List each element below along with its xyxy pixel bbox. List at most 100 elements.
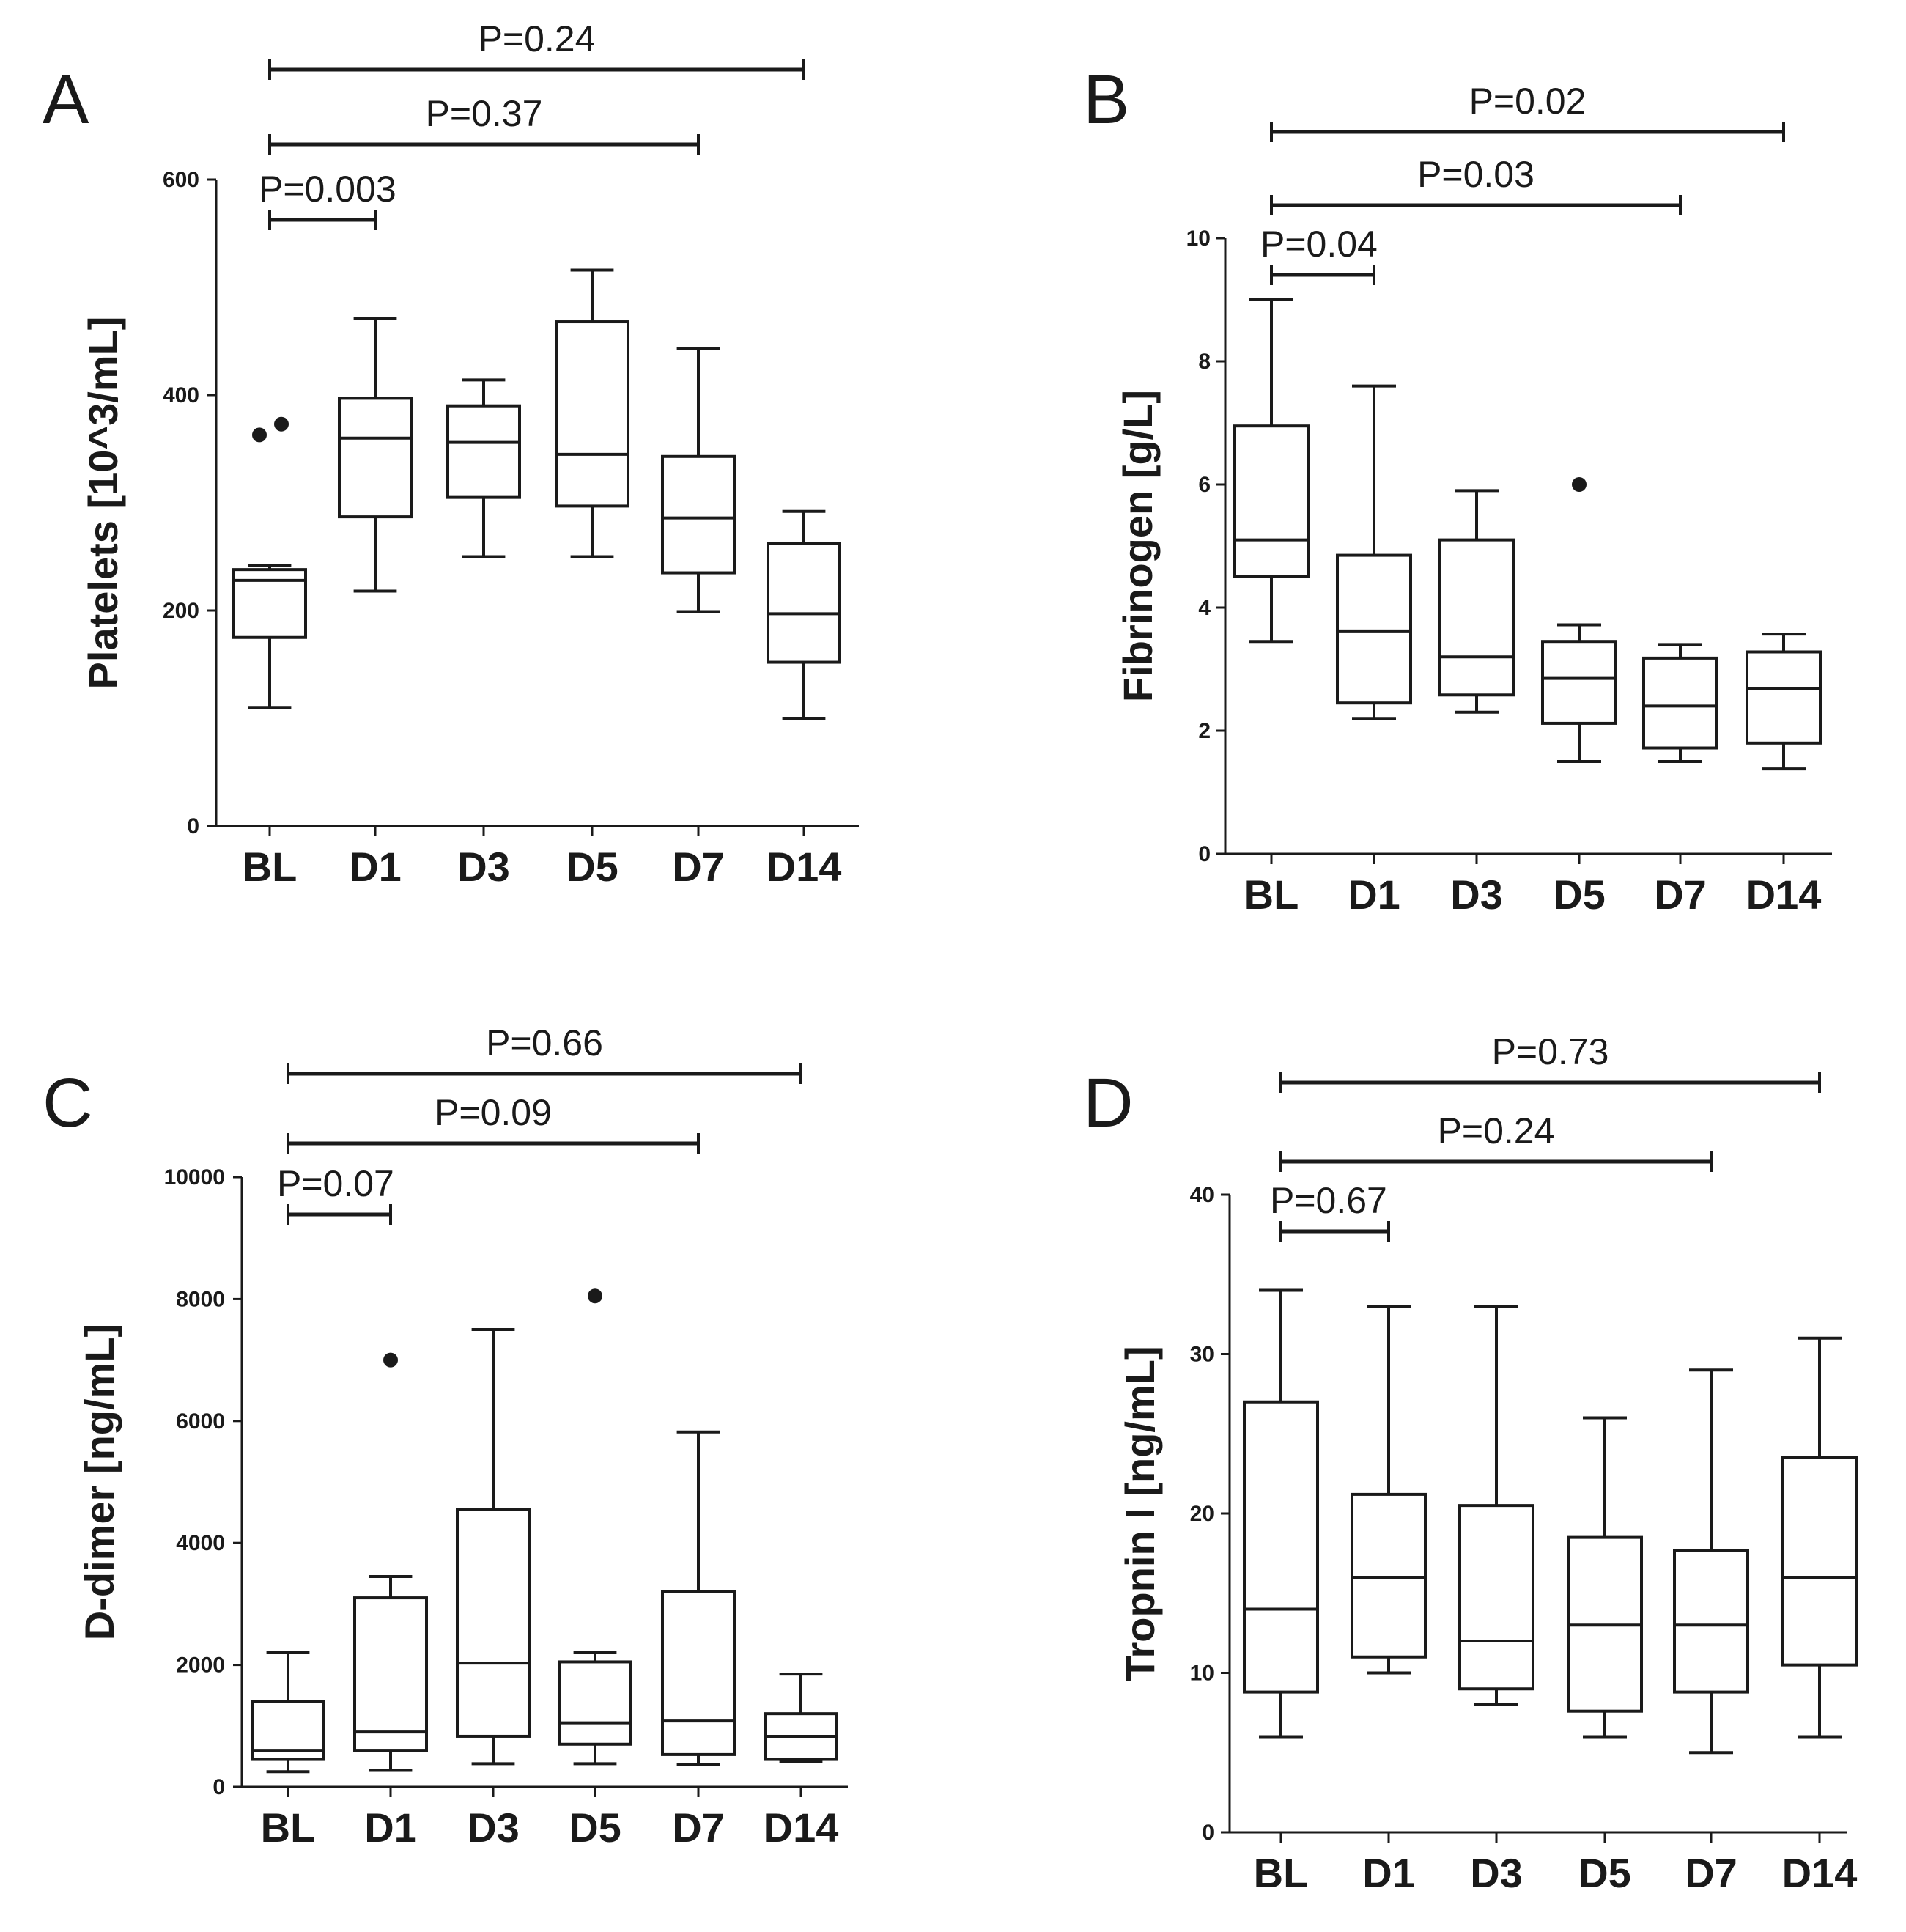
comparison-bl-d7: P=0.09 (287, 1092, 700, 1154)
box-iqr (1458, 1504, 1534, 1691)
x-tick-label-d7: D7 (672, 1804, 725, 1851)
box-iqr (661, 1590, 736, 1756)
box-d14 (767, 509, 841, 720)
p-value-label: P=0.24 (479, 18, 596, 59)
box-iqr (555, 320, 629, 508)
box-iqr (338, 397, 413, 519)
x-tick-label-d14: D14 (1746, 871, 1822, 918)
box-d14 (1746, 633, 1822, 771)
y-axis-label: D-dimer [ng/mL] (76, 1324, 122, 1640)
box-bl (1243, 1288, 1319, 1739)
y-tick-label: 0 (213, 1775, 225, 1799)
box-iqr (1233, 424, 1310, 579)
p-value-label: P=0.24 (1438, 1110, 1555, 1151)
x-tick-label-d7: D7 (672, 844, 725, 890)
box-d3 (1458, 1305, 1534, 1706)
y-tick-label: 10000 (164, 1165, 225, 1190)
p-value-label: P=0.66 (486, 1022, 603, 1063)
panel-d: D Tropnin I [ng/mL] 0 10 20 30 40 BL D1 D3 D5 D7 D14… (1083, 1031, 1858, 1896)
comparison-bl-d14: P=0.66 (287, 1022, 802, 1084)
y-tick-label: 10 (1190, 1662, 1214, 1686)
box-iqr (1243, 1400, 1319, 1694)
comparison-bl-d1: P=0.07 (277, 1163, 394, 1225)
y-tick-label: 2000 (176, 1653, 225, 1678)
y-tick-label: 10 (1186, 226, 1211, 251)
box-d1 (353, 1352, 428, 1772)
comparison-bl-d14: P=0.02 (1270, 81, 1785, 142)
x-tick-label-bl: BL (261, 1804, 316, 1851)
y-tick-label: 0 (187, 814, 199, 838)
box-iqr (446, 404, 521, 499)
panel-letter: C (43, 1064, 93, 1142)
box-bl (251, 1651, 325, 1774)
p-value-label: P=0.07 (277, 1163, 394, 1204)
box-d3 (456, 1328, 531, 1766)
x-tick-label-bl: BL (1254, 1850, 1309, 1896)
y-tick-label: 0 (1202, 1821, 1214, 1845)
panel-letter: B (1083, 61, 1129, 139)
panel-a: A Platelets [10^3/mL] 0 200 400 600 BL D1 D3 D5 D7… (43, 18, 859, 890)
comparison-bl-d7: P=0.24 (1279, 1110, 1713, 1172)
box-iqr (1781, 1456, 1858, 1667)
box-iqr (1673, 1549, 1749, 1694)
x-tick-label-d1: D1 (1348, 871, 1400, 918)
box-iqr (1541, 640, 1617, 725)
outlier-point (383, 1352, 398, 1368)
outlier-point (274, 416, 289, 432)
box-d7 (661, 1430, 736, 1766)
y-tick-label: 400 (163, 383, 199, 408)
y-tick-label: 30 (1190, 1343, 1214, 1367)
p-value-label: P=0.04 (1260, 224, 1378, 265)
y-axis-label: Fibrinogen [g/L] (1115, 390, 1161, 702)
box-d7 (661, 347, 736, 613)
box-d5 (555, 268, 629, 558)
comparison-bl-d14: P=0.73 (1279, 1031, 1821, 1093)
box-iqr (558, 1660, 632, 1746)
p-value-label: P=0.003 (259, 169, 396, 210)
x-tick-label-d14: D14 (767, 844, 842, 890)
box-d14 (764, 1673, 838, 1763)
box-bl (1233, 298, 1310, 644)
outlier-point (252, 427, 267, 443)
y-tick-label: 200 (163, 599, 199, 623)
p-value-label: P=0.03 (1417, 154, 1534, 195)
y-tick-label: 4 (1198, 596, 1211, 620)
comparison-bl-d1: P=0.04 (1260, 224, 1378, 285)
box-iqr (661, 454, 736, 575)
x-tick-label-d5: D5 (1578, 1850, 1631, 1896)
box-d14 (1781, 1336, 1858, 1739)
panel-c: C D-dimer [ng/mL] 0 2000 4000 6000 8000 10000 BL… (43, 1022, 848, 1851)
comparison-bl-d14: P=0.24 (268, 18, 805, 80)
box-d3 (1438, 489, 1515, 714)
y-tick-label: 0 (1198, 842, 1211, 866)
x-tick-label-bl: BL (1244, 871, 1299, 918)
y-axis-label: Tropnin I [ng/mL] (1117, 1346, 1163, 1681)
p-value-label: P=0.37 (426, 93, 543, 134)
x-tick-label-d3: D3 (467, 1804, 520, 1851)
x-tick-label-d1: D1 (364, 1804, 417, 1851)
x-tick-label-d3: D3 (1470, 1850, 1523, 1896)
box-iqr (1746, 650, 1822, 745)
box-iqr (1351, 1492, 1427, 1659)
box-iqr (1336, 553, 1412, 705)
y-tick-label: 2 (1198, 719, 1211, 743)
comparison-bl-d7: P=0.03 (1270, 154, 1682, 215)
x-tick-label-d5: D5 (569, 1804, 621, 1851)
x-tick-label-d7: D7 (1654, 871, 1707, 918)
box-d1 (1336, 384, 1412, 720)
box-iqr (767, 542, 841, 664)
box-iqr (1438, 538, 1515, 697)
box-bl (232, 416, 307, 709)
panel-letter: A (43, 61, 89, 139)
box-d7 (1642, 643, 1718, 763)
x-tick-label-d3: D3 (457, 844, 510, 890)
box-iqr (456, 1508, 531, 1738)
x-tick-label-d1: D1 (349, 844, 402, 890)
y-tick-label: 40 (1190, 1183, 1214, 1207)
x-tick-label-d7: D7 (1685, 1850, 1737, 1896)
x-tick-label-d5: D5 (1553, 871, 1606, 918)
p-value-label: P=0.02 (1469, 81, 1587, 122)
x-tick-label-d14: D14 (764, 1804, 839, 1851)
box-d5 (1541, 477, 1617, 763)
